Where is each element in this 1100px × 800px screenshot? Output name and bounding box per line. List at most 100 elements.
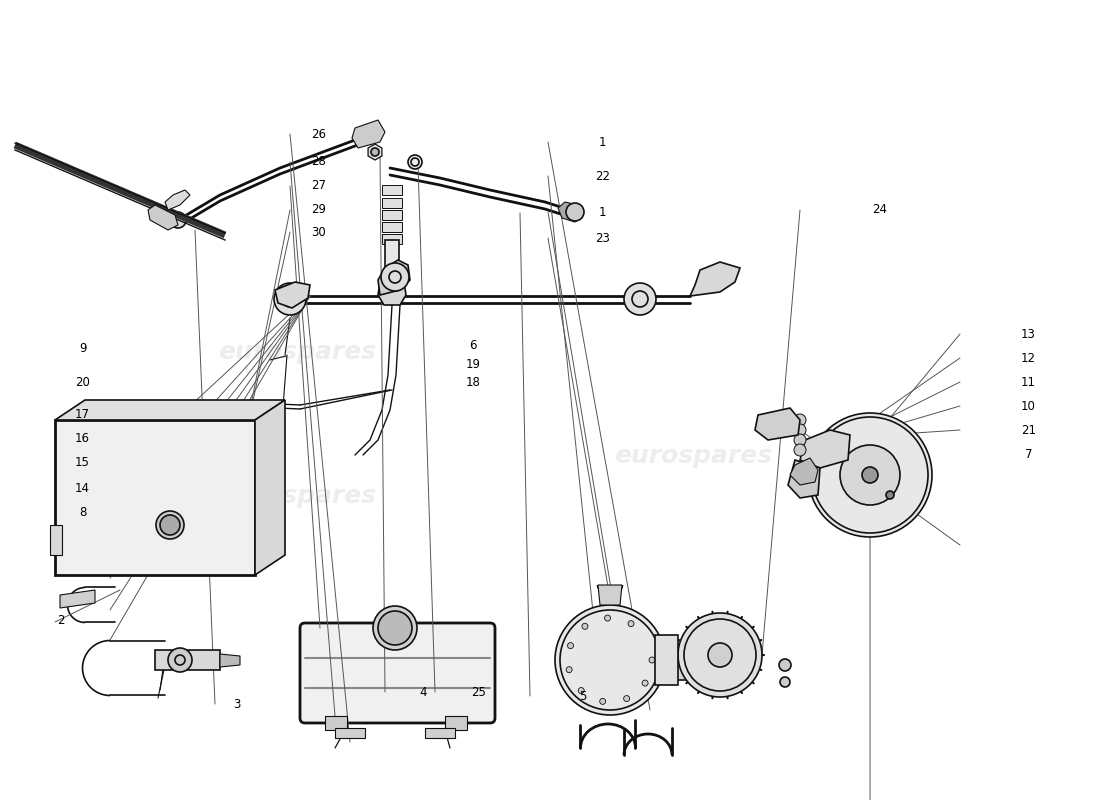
Text: 26: 26 — [311, 128, 327, 141]
Text: 17: 17 — [75, 408, 90, 421]
Polygon shape — [55, 400, 285, 420]
Bar — [382, 222, 402, 232]
Circle shape — [381, 263, 409, 291]
Text: 22: 22 — [595, 170, 610, 182]
Circle shape — [582, 623, 587, 630]
Polygon shape — [690, 262, 740, 296]
Bar — [155, 650, 220, 670]
Bar — [385, 240, 399, 285]
Circle shape — [678, 613, 762, 697]
Polygon shape — [255, 400, 285, 575]
Text: 15: 15 — [75, 456, 90, 469]
Polygon shape — [558, 202, 582, 222]
Circle shape — [373, 606, 417, 650]
Text: 11: 11 — [1021, 376, 1036, 389]
Bar — [382, 198, 402, 208]
Circle shape — [378, 611, 412, 645]
Polygon shape — [60, 590, 95, 608]
Polygon shape — [598, 585, 622, 605]
Text: 7: 7 — [1025, 448, 1032, 461]
Text: 6: 6 — [470, 339, 476, 352]
Text: 9: 9 — [79, 342, 86, 354]
Circle shape — [642, 680, 648, 686]
Polygon shape — [378, 282, 406, 305]
Circle shape — [840, 445, 900, 505]
Circle shape — [160, 515, 180, 535]
Text: 29: 29 — [311, 203, 327, 216]
Polygon shape — [220, 654, 240, 667]
Text: eurospares: eurospares — [218, 484, 376, 508]
Text: 18: 18 — [465, 376, 481, 389]
Text: 20: 20 — [75, 376, 90, 389]
Bar — [382, 234, 402, 244]
Text: eurospares: eurospares — [614, 444, 772, 468]
Circle shape — [274, 283, 306, 315]
Circle shape — [708, 643, 732, 667]
Circle shape — [566, 666, 572, 673]
Circle shape — [886, 491, 894, 499]
Circle shape — [556, 605, 666, 715]
Polygon shape — [660, 645, 695, 680]
Text: 1: 1 — [600, 206, 606, 218]
Bar — [336, 728, 365, 738]
Text: 28: 28 — [311, 155, 327, 168]
Circle shape — [649, 657, 654, 663]
Circle shape — [156, 511, 184, 539]
Text: 19: 19 — [465, 358, 481, 370]
Text: 10: 10 — [1021, 400, 1036, 413]
Circle shape — [568, 642, 573, 649]
Text: 3: 3 — [233, 698, 240, 710]
Text: 1: 1 — [600, 136, 606, 149]
Text: 12: 12 — [1021, 352, 1036, 365]
Circle shape — [794, 414, 806, 426]
Polygon shape — [378, 260, 410, 295]
Text: 23: 23 — [595, 232, 610, 245]
Circle shape — [780, 677, 790, 687]
Circle shape — [566, 203, 584, 221]
Bar — [324, 716, 346, 730]
Text: 16: 16 — [75, 432, 90, 445]
Polygon shape — [352, 120, 385, 148]
Circle shape — [628, 621, 634, 626]
FancyBboxPatch shape — [300, 623, 495, 723]
Circle shape — [862, 467, 878, 483]
Circle shape — [600, 698, 606, 704]
Circle shape — [794, 434, 806, 446]
Polygon shape — [755, 408, 800, 440]
Circle shape — [794, 424, 806, 436]
Polygon shape — [148, 205, 178, 230]
Text: 21: 21 — [1021, 424, 1036, 437]
Circle shape — [170, 212, 186, 228]
Bar — [50, 525, 62, 555]
Bar — [425, 728, 455, 738]
Text: 24: 24 — [872, 203, 888, 216]
Circle shape — [794, 444, 806, 456]
Text: eurospares: eurospares — [218, 340, 376, 364]
Circle shape — [808, 413, 932, 537]
Polygon shape — [654, 635, 678, 685]
Circle shape — [605, 615, 610, 621]
Polygon shape — [275, 282, 310, 308]
Text: 25: 25 — [471, 686, 486, 698]
Polygon shape — [800, 430, 850, 468]
Text: 5: 5 — [580, 690, 586, 702]
Polygon shape — [55, 420, 255, 575]
Circle shape — [779, 659, 791, 671]
Text: 27: 27 — [311, 179, 327, 192]
Polygon shape — [790, 458, 818, 485]
Text: 13: 13 — [1021, 328, 1036, 341]
Text: 14: 14 — [75, 482, 90, 494]
Bar — [382, 185, 402, 195]
Circle shape — [579, 687, 584, 694]
Text: 2: 2 — [57, 614, 64, 626]
Polygon shape — [368, 144, 382, 160]
Circle shape — [624, 695, 629, 702]
Circle shape — [371, 148, 380, 156]
Circle shape — [168, 648, 192, 672]
Bar — [446, 716, 468, 730]
Text: 4: 4 — [420, 686, 427, 698]
Polygon shape — [165, 190, 190, 210]
Polygon shape — [788, 460, 820, 498]
Text: 30: 30 — [311, 226, 327, 238]
Text: 8: 8 — [79, 506, 86, 518]
